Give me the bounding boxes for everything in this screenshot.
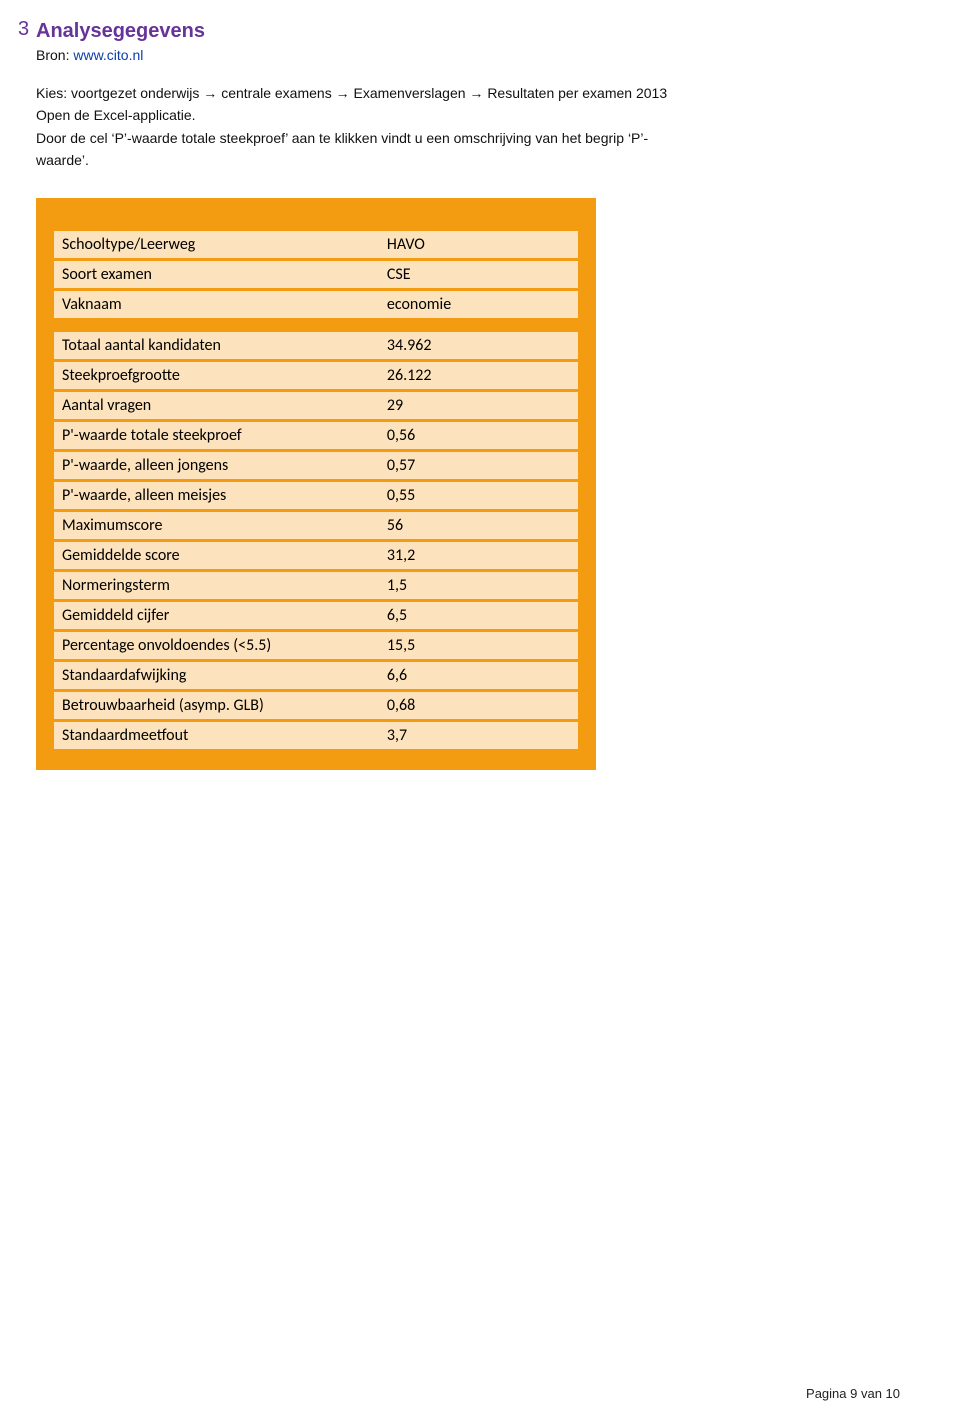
row-value: 29 bbox=[379, 392, 578, 419]
row-value: 0,68 bbox=[379, 692, 578, 719]
row-value: 6,6 bbox=[379, 662, 578, 689]
row-value: 15,5 bbox=[379, 632, 578, 659]
table-row: Totaal aantal kandidaten34.962 bbox=[54, 332, 578, 359]
row-label: Totaal aantal kandidaten bbox=[54, 332, 379, 359]
source-label: Bron: bbox=[36, 47, 73, 63]
table-row: Steekproefgrootte26.122 bbox=[54, 362, 578, 389]
row-label: Percentage onvoldoendes (<5.5) bbox=[54, 632, 379, 659]
table-row: Betrouwbaarheid (asymp. GLB)0,68 bbox=[54, 692, 578, 719]
row-value: economie bbox=[379, 291, 578, 318]
table-row: Soort examenCSE bbox=[54, 261, 578, 288]
row-label: Vaknaam bbox=[54, 291, 379, 318]
row-label: Aantal vragen bbox=[54, 392, 379, 419]
body-line-4: waarde’. bbox=[36, 150, 900, 170]
row-label: Maximumscore bbox=[54, 512, 379, 539]
analysis-table: Schooltype/LeerwegHAVOSoort examenCSEVak… bbox=[36, 198, 596, 770]
row-label: Gemiddelde score bbox=[54, 542, 379, 569]
row-value: 31,2 bbox=[379, 542, 578, 569]
row-label: Standaardafwijking bbox=[54, 662, 379, 689]
row-value: 0,55 bbox=[379, 482, 578, 509]
table-row: Gemiddeld cijfer6,5 bbox=[54, 602, 578, 629]
section-title: Analysegegevens bbox=[36, 20, 900, 43]
table-row: P'-waarde, alleen jongens0,57 bbox=[54, 452, 578, 479]
row-value: HAVO bbox=[379, 231, 578, 258]
page-footer: Pagina 9 van 10 bbox=[806, 1386, 900, 1401]
body-line-1: Kies: voortgezet onderwijs → centrale ex… bbox=[36, 83, 900, 103]
row-value: 1,5 bbox=[379, 572, 578, 599]
body-line-3: Door de cel ‘P’-waarde totale steekproef… bbox=[36, 128, 900, 148]
table-row: Aantal vragen29 bbox=[54, 392, 578, 419]
table-row: Gemiddelde score31,2 bbox=[54, 542, 578, 569]
row-value: 0,56 bbox=[379, 422, 578, 449]
source-line: Bron: www.cito.nl bbox=[36, 47, 900, 63]
table-row: Maximumscore56 bbox=[54, 512, 578, 539]
row-value: CSE bbox=[379, 261, 578, 288]
table-row: Percentage onvoldoendes (<5.5)15,5 bbox=[54, 632, 578, 659]
row-value: 56 bbox=[379, 512, 578, 539]
data-table: Schooltype/LeerwegHAVOSoort examenCSEVak… bbox=[54, 228, 578, 752]
page: 3 Analysegegevens Bron: www.cito.nl Kies… bbox=[0, 0, 960, 1425]
table-row: Standaardmeetfout3,7 bbox=[54, 722, 578, 749]
row-value: 26.122 bbox=[379, 362, 578, 389]
table-row: Schooltype/LeerwegHAVO bbox=[54, 231, 578, 258]
table-row: Normeringsterm1,5 bbox=[54, 572, 578, 599]
row-value: 6,5 bbox=[379, 602, 578, 629]
row-label: Soort examen bbox=[54, 261, 379, 288]
row-value: 0,57 bbox=[379, 452, 578, 479]
row-label: Gemiddeld cijfer bbox=[54, 602, 379, 629]
table-row: Vaknaameconomie bbox=[54, 291, 578, 318]
row-label: Betrouwbaarheid (asymp. GLB) bbox=[54, 692, 379, 719]
row-label: Standaardmeetfout bbox=[54, 722, 379, 749]
row-value: 3,7 bbox=[379, 722, 578, 749]
row-label: P'-waarde, alleen jongens bbox=[54, 452, 379, 479]
body-text: Kies: voortgezet onderwijs → centrale ex… bbox=[36, 83, 900, 170]
section-number: 3 bbox=[18, 18, 29, 41]
row-label: P'-waarde, alleen meisjes bbox=[54, 482, 379, 509]
source-link[interactable]: www.cito.nl bbox=[73, 47, 143, 63]
row-label: Schooltype/Leerweg bbox=[54, 231, 379, 258]
row-label: Steekproefgrootte bbox=[54, 362, 379, 389]
table-row: P'-waarde, alleen meisjes0,55 bbox=[54, 482, 578, 509]
table-row: Standaardafwijking6,6 bbox=[54, 662, 578, 689]
body-line-2: Open de Excel-applicatie. bbox=[36, 105, 900, 125]
row-label: Normeringsterm bbox=[54, 572, 379, 599]
table-row: P'-waarde totale steekproef0,56 bbox=[54, 422, 578, 449]
table-gap bbox=[54, 321, 578, 329]
row-label: P'-waarde totale steekproef bbox=[54, 422, 379, 449]
row-value: 34.962 bbox=[379, 332, 578, 359]
